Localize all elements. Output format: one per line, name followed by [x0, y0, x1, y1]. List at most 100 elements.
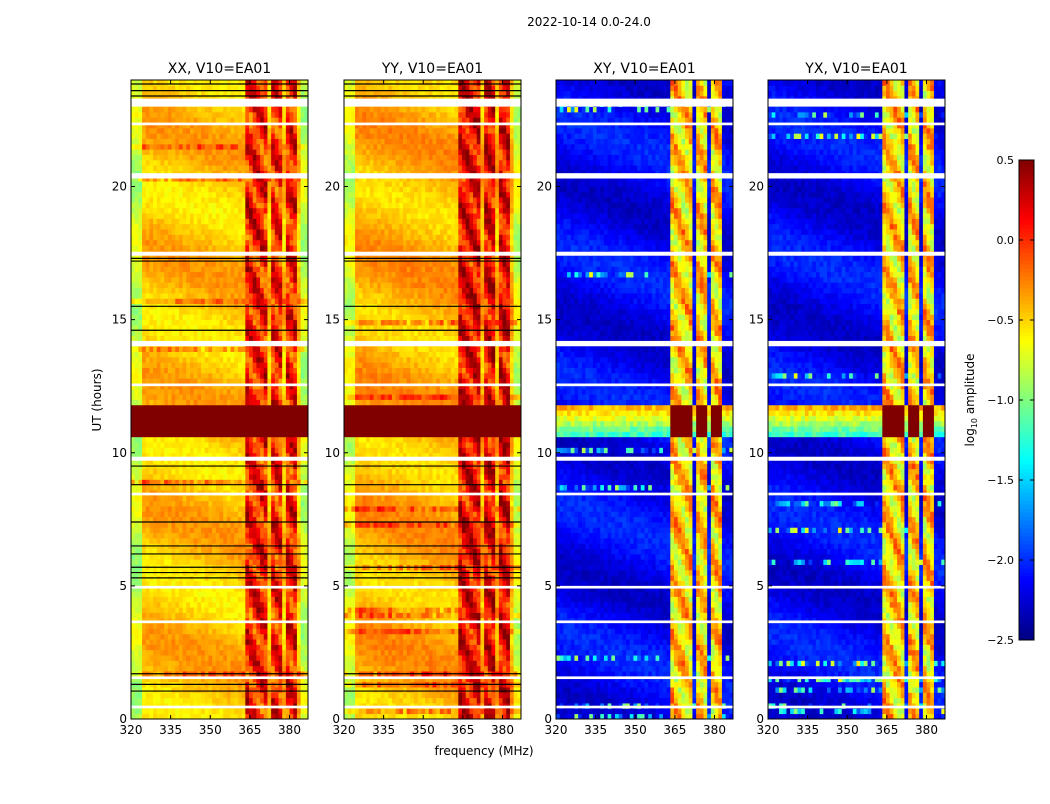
heatmap-cell — [256, 229, 261, 235]
heatmap-cell — [182, 191, 187, 198]
heatmap-cell — [219, 655, 224, 661]
heatmap-cell — [145, 388, 150, 395]
heatmap-cell — [204, 234, 209, 241]
heatmap-cell — [142, 319, 147, 326]
heatmap-cell — [182, 596, 187, 603]
heatmap-cell — [156, 676, 161, 683]
heatmap-cell — [215, 431, 220, 438]
heatmap-cell — [241, 261, 246, 267]
heatmap-cell — [293, 410, 298, 416]
heatmap-cell — [171, 713, 176, 720]
heatmap-cell — [241, 367, 246, 374]
heatmap-cell — [234, 388, 239, 395]
heatmap-cell — [289, 367, 294, 374]
heatmap-cell — [237, 271, 243, 278]
heatmap-cell — [160, 601, 165, 608]
heatmap-cell — [134, 277, 139, 283]
heatmap-cell — [289, 553, 294, 560]
heatmap-cell — [145, 436, 150, 443]
heatmap-cell — [234, 378, 239, 384]
heatmap-cell — [201, 298, 206, 305]
heatmap-cell — [230, 314, 235, 321]
heatmap-cell — [134, 601, 139, 608]
heatmap-cell — [249, 596, 254, 603]
heatmap-cell — [282, 335, 287, 342]
heatmap-cell — [197, 665, 202, 672]
heatmap-cell — [267, 218, 272, 225]
heatmap-cell — [197, 484, 202, 491]
heatmap-cell — [241, 601, 246, 608]
heatmap-cell — [256, 186, 261, 193]
heatmap-cell — [223, 415, 228, 422]
heatmap-cell — [274, 623, 279, 629]
heatmap-cell — [271, 697, 276, 704]
heatmap-cell — [208, 660, 213, 667]
heatmap-cell — [190, 537, 195, 544]
heatmap-cell — [182, 319, 187, 326]
heatmap-cell — [190, 649, 195, 656]
heatmap-cell — [171, 676, 176, 683]
heatmap-cell — [230, 591, 235, 597]
heatmap-cell — [134, 665, 139, 672]
heatmap-cell — [212, 660, 217, 667]
heatmap-cell — [282, 431, 287, 438]
heatmap-cell — [252, 356, 257, 363]
heatmap-cell — [190, 644, 195, 651]
heatmap-cell — [223, 692, 228, 699]
heatmap-cell — [296, 639, 302, 645]
heatmap-cell — [267, 394, 272, 400]
heatmap-cell — [256, 559, 261, 565]
heatmap-cell — [156, 351, 161, 358]
heatmap-cell — [142, 330, 147, 336]
heatmap-cell — [296, 506, 302, 512]
heatmap-cell — [215, 191, 220, 198]
heatmap-cell — [167, 372, 172, 379]
heatmap-cell — [186, 330, 191, 336]
heatmap-cell — [186, 442, 191, 448]
heatmap-cell — [304, 612, 309, 619]
heatmap-cell — [245, 282, 250, 289]
heatmap-cell — [171, 197, 176, 203]
heatmap-cell — [304, 175, 309, 182]
heatmap-cell — [223, 181, 228, 187]
heatmap-cell — [215, 165, 220, 171]
heatmap-cell — [131, 447, 136, 454]
heatmap-cell — [182, 623, 187, 629]
heatmap-cell — [142, 186, 147, 193]
heatmap-cell — [219, 612, 224, 619]
heatmap-cell — [263, 410, 268, 416]
heatmap-cell — [171, 612, 176, 619]
heatmap-cell — [175, 197, 180, 203]
heatmap-cell — [215, 229, 220, 235]
heatmap-cell — [201, 628, 206, 635]
heatmap-cell — [182, 639, 187, 645]
heatmap-cell — [138, 458, 143, 464]
heatmap-cell — [237, 601, 243, 608]
heatmap-cell — [178, 186, 184, 193]
heatmap-cell — [278, 367, 283, 374]
heatmap-cell — [208, 351, 213, 358]
heatmap-cell — [156, 521, 161, 528]
heatmap-cell — [160, 261, 165, 267]
heatmap-cell — [145, 458, 150, 464]
heatmap-cell — [175, 537, 180, 544]
heatmap-cell — [197, 436, 202, 443]
heatmap-cell — [178, 388, 184, 395]
heatmap-cell — [271, 362, 276, 368]
heatmap-cell — [241, 633, 246, 640]
heatmap-cell — [215, 420, 220, 427]
heatmap-cell — [278, 553, 283, 560]
heatmap-cell — [208, 692, 213, 699]
heatmap-cell — [260, 330, 265, 336]
heatmap-cell — [260, 500, 265, 507]
heatmap-cell — [175, 623, 180, 629]
heatmap-cell — [201, 324, 206, 331]
heatmap-cell — [193, 655, 198, 661]
heatmap-cell — [304, 426, 309, 432]
heatmap-cell — [226, 213, 231, 219]
heatmap-cell — [160, 692, 165, 699]
heatmap-cell — [271, 553, 276, 560]
heatmap-cell — [285, 223, 290, 230]
heatmap-cell — [241, 197, 246, 203]
heatmap-cell — [134, 458, 139, 464]
